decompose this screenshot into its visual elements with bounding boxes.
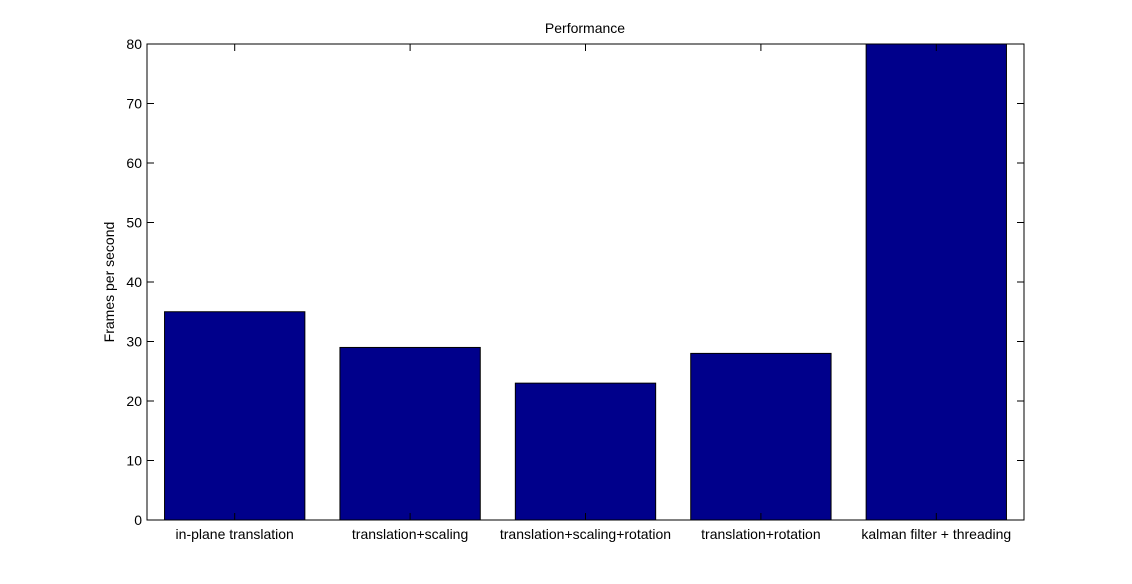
- y-tick-label-20: 20: [126, 393, 142, 409]
- y-tick-label-60: 60: [126, 155, 142, 171]
- y-tick-label-50: 50: [126, 215, 142, 231]
- bars-group: [164, 43, 1007, 521]
- y-axis-label: Frames per second: [101, 222, 117, 343]
- x-tick-label-5: kalman filter + threading: [861, 526, 1011, 542]
- bar-5: [865, 43, 1007, 521]
- y-tick-label-0: 0: [134, 512, 142, 528]
- x-tick-label-1: in-plane translation: [176, 526, 294, 542]
- x-tick-label-2: translation+scaling: [352, 526, 468, 542]
- y-ticks-group: 0 10 20 30 40 50 60 70 80: [126, 36, 1024, 528]
- x-tick-label-4: translation+rotation: [701, 526, 820, 542]
- chart-title: Performance: [545, 20, 625, 36]
- bar-4: [690, 352, 832, 521]
- x-tick-label-3: translation+scaling+rotation: [500, 526, 671, 542]
- bar-2: [339, 346, 481, 521]
- y-tick-label-10: 10: [126, 453, 142, 469]
- y-tick-label-40: 40: [126, 274, 142, 290]
- x-ticks-group: in-plane translation translation+scaling t…: [176, 44, 1011, 542]
- y-tick-label-80: 80: [126, 36, 142, 52]
- bar-1: [164, 311, 306, 521]
- y-tick-label-30: 30: [126, 334, 142, 350]
- y-tick-label-70: 70: [126, 96, 142, 112]
- bar-3: [514, 382, 657, 521]
